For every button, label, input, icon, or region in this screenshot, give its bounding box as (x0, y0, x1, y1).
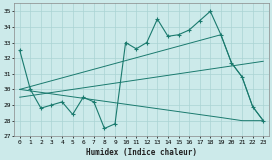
X-axis label: Humidex (Indice chaleur): Humidex (Indice chaleur) (86, 148, 197, 156)
